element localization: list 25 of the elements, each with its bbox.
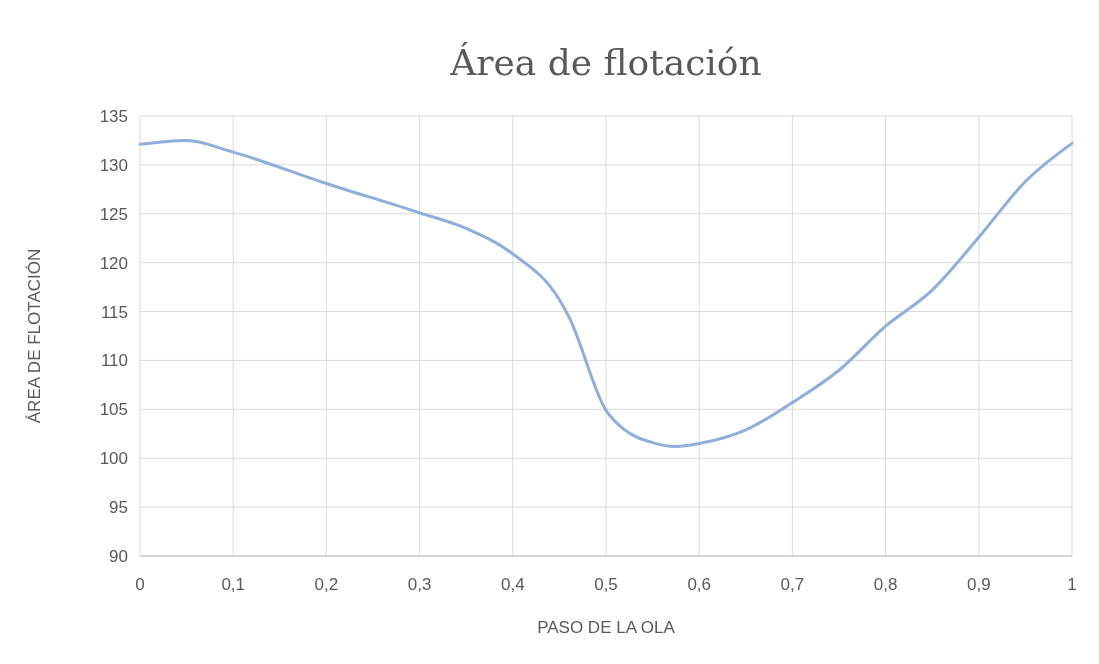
y-tick-label: 105 [99,400,128,420]
y-tick-label: 135 [99,106,128,126]
x-tick-label: 0 [135,575,145,594]
y-tick-label: 120 [99,253,128,273]
line-series [138,138,1074,448]
x-tick-label: 0,1 [221,575,246,594]
x-tick-label: 0,9 [966,575,991,594]
y-tick-label: 125 [99,204,128,224]
x-tick-label: 1 [1067,575,1077,594]
y-tick-label: 95 [109,498,128,518]
y-tick-label: 115 [100,302,128,322]
x-tick-label: 0,5 [594,575,618,594]
x-tick-label: 0,2 [314,575,339,594]
y-axis-title: ÁREA DE FLOTACIÓN [25,248,44,424]
x-axis-title: PASO DE LA OLA [537,618,676,637]
x-tick-label: 0,3 [407,575,432,594]
x-tick-label: 0,6 [687,575,712,594]
y-tick-label: 100 [99,449,128,469]
x-tick-label: 0,8 [873,575,898,594]
chart-title: Área de flotación [449,42,762,83]
x-tick-label: 0,7 [780,575,805,594]
y-tick-label: 130 [99,155,128,175]
y-tick-label: 110 [100,351,128,371]
y-tick-label: 90 [109,546,128,566]
x-tick-label: 0,4 [500,575,525,594]
